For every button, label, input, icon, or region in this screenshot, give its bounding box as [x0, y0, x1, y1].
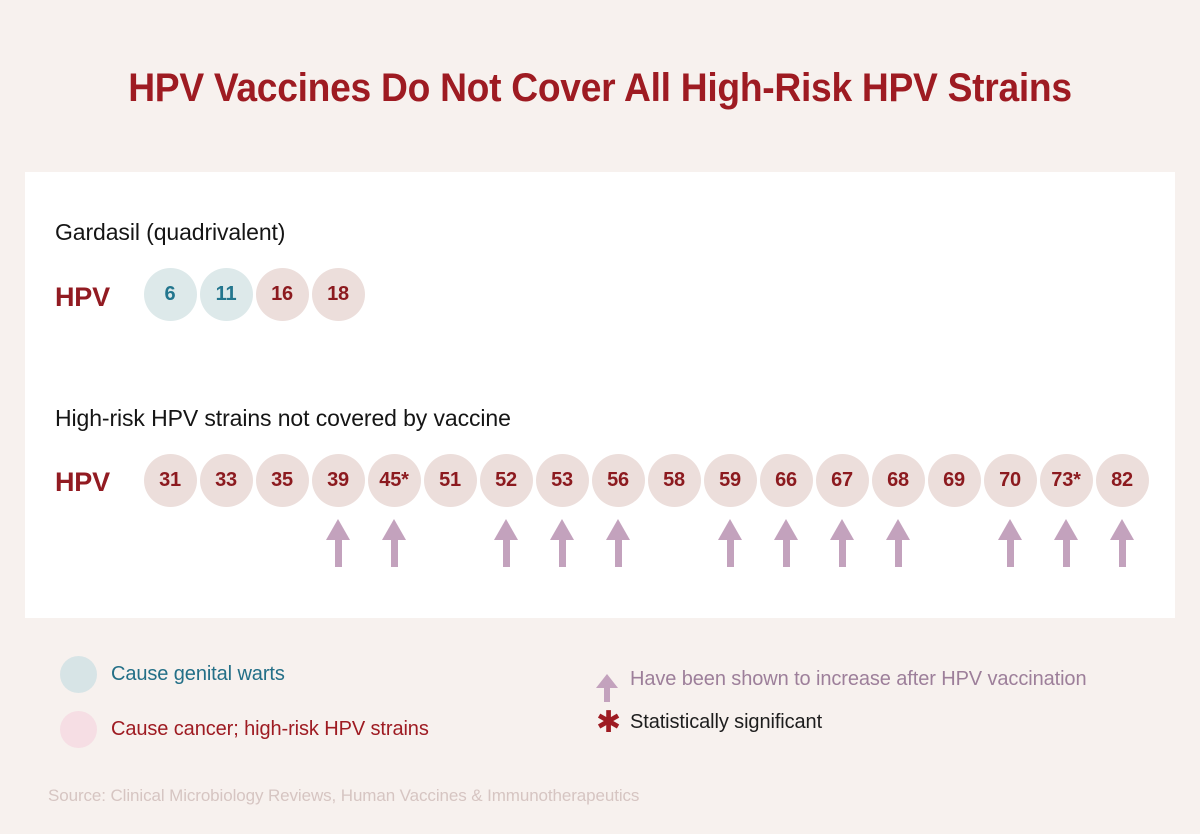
strain-row-gardasil: 6 11 16 18 [142, 268, 366, 381]
strain-cell: 39 [310, 454, 366, 567]
strain-cell: 52 [478, 454, 534, 567]
up-arrow-icon [774, 519, 798, 567]
section-heading-uncovered: High-risk HPV strains not covered by vac… [55, 405, 511, 431]
strain-cell: 59 [702, 454, 758, 567]
legend-label-increase: Have been shown to increase after HPV va… [630, 668, 1087, 690]
strain-circle-45-star[interactable]: 45* [367, 454, 421, 507]
legend-label-genital-warts: Cause genital warts [111, 663, 285, 685]
legend: Cause genital warts Cause cancer; high-r… [0, 646, 1200, 756]
strain-circle-70[interactable]: 70 [983, 454, 1037, 507]
legend-item-increase: Have been shown to increase after HPV va… [596, 656, 1087, 716]
strain-cell: 53 [534, 454, 590, 567]
strain-circle-58[interactable]: 58 [647, 454, 701, 507]
strain-circle-6[interactable]: 6 [143, 268, 197, 321]
strain-circle-73-star[interactable]: 73* [1039, 454, 1093, 507]
strain-circle-53[interactable]: 53 [535, 454, 589, 507]
strain-cell: 6 [142, 268, 198, 381]
strain-cell: 31 [142, 454, 198, 567]
up-arrow-icon [326, 519, 350, 567]
legend-dot-warts-icon [60, 656, 97, 693]
up-arrow-icon [998, 519, 1022, 567]
legend-item-cancer: Cause cancer; high-risk HPV strains [60, 711, 429, 748]
strain-circle-51[interactable]: 51 [423, 454, 477, 507]
strain-cell: 66 [758, 454, 814, 567]
strain-cell: 45* [366, 454, 422, 567]
strain-circle-68[interactable]: 68 [871, 454, 925, 507]
strain-circle-35[interactable]: 35 [255, 454, 309, 507]
strain-circle-39[interactable]: 39 [311, 454, 365, 507]
strain-cell: 11 [198, 268, 254, 381]
strain-circle-31[interactable]: 31 [143, 454, 197, 507]
strain-circle-56[interactable]: 56 [591, 454, 645, 507]
strain-circle-16[interactable]: 16 [255, 268, 309, 321]
strain-circle-18[interactable]: 18 [311, 268, 365, 321]
up-arrow-icon [830, 519, 854, 567]
chart-card: Gardasil (quadrivalent) HPV 6 11 16 18 High… [25, 172, 1175, 618]
up-arrow-icon [886, 519, 910, 567]
strain-cell: 69 [926, 454, 982, 567]
up-arrow-icon [1054, 519, 1078, 567]
up-arrow-icon [596, 671, 618, 702]
strain-cell: 56 [590, 454, 646, 567]
strain-circle-52[interactable]: 52 [479, 454, 533, 507]
strain-row-uncovered: 31 33 35 39 45* 51 52 53 56 58 59 66 67 68 69 70 73* 82 [142, 454, 1150, 567]
legend-dot-cancer-icon [60, 711, 97, 748]
up-arrow-icon [606, 519, 630, 567]
strain-circle-67[interactable]: 67 [815, 454, 869, 507]
strain-cell: 33 [198, 454, 254, 567]
strain-cell: 51 [422, 454, 478, 567]
strain-cell: 73* [1038, 454, 1094, 567]
legend-item-genital-warts: Cause genital warts [60, 656, 285, 693]
legend-label-significant: Statistically significant [630, 711, 823, 733]
strain-cell: 16 [254, 268, 310, 381]
strain-circle-69[interactable]: 69 [927, 454, 981, 507]
page-title: HPV Vaccines Do Not Cover All High-Risk … [128, 66, 1072, 110]
up-arrow-icon [382, 519, 406, 567]
section-heading-gardasil: Gardasil (quadrivalent) [55, 219, 286, 245]
up-arrow-icon [718, 519, 742, 567]
up-arrow-icon [550, 519, 574, 567]
asterisk-icon: ✱ [596, 705, 622, 739]
legend-label-cancer: Cause cancer; high-risk HPV strains [111, 718, 429, 740]
strain-circle-59[interactable]: 59 [703, 454, 757, 507]
strain-cell: 68 [870, 454, 926, 567]
strain-cell: 67 [814, 454, 870, 567]
up-arrow-icon [494, 519, 518, 567]
strain-circle-11[interactable]: 11 [199, 268, 253, 321]
strain-cell: 82 [1094, 454, 1150, 567]
hpv-row-label-uncovered: HPV [55, 467, 110, 497]
strain-cell: 70 [982, 454, 1038, 567]
hpv-row-label-gardasil: HPV [55, 282, 110, 312]
strain-cell: 18 [310, 268, 366, 381]
strain-circle-82[interactable]: 82 [1095, 454, 1149, 507]
strain-cell: 35 [254, 454, 310, 567]
strain-cell: 58 [646, 454, 702, 567]
strain-circle-66[interactable]: 66 [759, 454, 813, 507]
legend-item-significant: ✱ Statistically significant [596, 705, 823, 739]
up-arrow-icon [1110, 519, 1134, 567]
source-note: Source: Clinical Microbiology Reviews, H… [48, 786, 640, 805]
strain-circle-33[interactable]: 33 [199, 454, 253, 507]
